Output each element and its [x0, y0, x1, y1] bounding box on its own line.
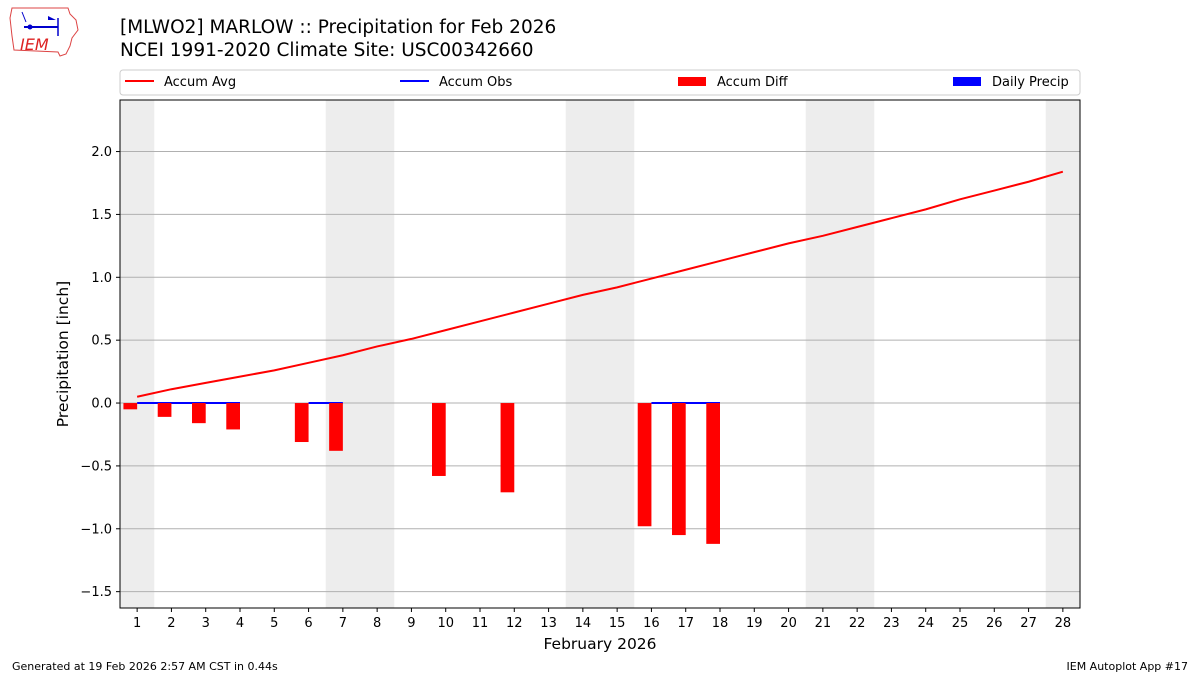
x-tick-label: 11 [472, 616, 489, 631]
bar-accum-diff [226, 403, 240, 430]
weekend-shade [1045, 100, 1080, 608]
legend-label: Accum Obs [439, 75, 512, 90]
bar-accum-diff [637, 403, 652, 527]
bar-accum-diff [329, 403, 343, 451]
x-tick-label: 26 [986, 616, 1003, 631]
y-tick-label: 1.0 [91, 271, 112, 286]
x-tick-label: 28 [1055, 616, 1072, 631]
x-tick-label: 5 [270, 616, 278, 631]
weekend-shade [565, 100, 635, 608]
legend-swatch [953, 77, 981, 86]
x-tick-label: 17 [677, 616, 694, 631]
x-tick-label: 13 [540, 616, 557, 631]
y-tick-label: 0.5 [91, 334, 112, 349]
weekend-shade [325, 100, 395, 608]
x-tick-label: 7 [339, 616, 347, 631]
weekend-shade [120, 100, 155, 608]
legend-swatch [678, 77, 706, 86]
bar-accum-diff [123, 403, 138, 410]
x-tick-label: 14 [575, 616, 592, 631]
x-tick-label: 16 [643, 616, 660, 631]
bar-accum-diff [500, 403, 515, 493]
x-tick-label: 1 [133, 616, 141, 631]
bar-accum-diff [157, 403, 172, 417]
bar-accum-diff [294, 403, 309, 443]
y-tick-label: 2.0 [91, 145, 112, 160]
legend-label: Accum Avg [164, 75, 236, 90]
bar-accum-diff [706, 403, 720, 544]
y-tick-label: −1.0 [80, 522, 112, 537]
x-tick-label: 24 [917, 616, 934, 631]
legend-label: Accum Diff [717, 75, 789, 90]
bar-accum-diff [192, 403, 206, 424]
x-tick-label: 10 [437, 616, 454, 631]
chart-subtitle: NCEI 1991-2020 Climate Site: USC00342660 [120, 40, 534, 61]
x-tick-label: 6 [304, 616, 312, 631]
x-tick-label: 3 [202, 616, 210, 631]
y-tick-label: −0.5 [80, 459, 112, 474]
footer-generated: Generated at 19 Feb 2026 2:57 AM CST in … [12, 660, 278, 673]
x-axis-label: February 2026 [543, 635, 656, 653]
legend-label: Daily Precip [992, 75, 1069, 90]
x-tick-label: 12 [506, 616, 523, 631]
x-tick-label: 20 [780, 616, 797, 631]
x-tick-label: 25 [952, 616, 969, 631]
footer-app: IEM Autoplot App #17 [1066, 660, 1189, 673]
plot-frame [119, 99, 1081, 609]
x-tick-label: 9 [407, 616, 415, 631]
x-tick-label: 19 [746, 616, 763, 631]
y-axis-label: Precipitation [inch] [54, 281, 72, 427]
y-tick-label: −1.5 [80, 585, 112, 600]
x-tick-label: 23 [883, 616, 900, 631]
x-tick-label: 27 [1020, 616, 1037, 631]
x-tick-label: 8 [373, 616, 381, 631]
x-tick-label: 15 [609, 616, 626, 631]
iem-logo: IEM [9, 7, 79, 57]
chart-title: [MLWO2] MARLOW :: Precipitation for Feb … [120, 17, 557, 38]
logo-text: IEM [20, 35, 49, 54]
y-tick-label: 1.5 [91, 208, 112, 223]
bar-accum-diff [672, 403, 686, 536]
y-tick-label: 0.0 [91, 397, 112, 412]
line-accum-avg [136, 170, 1064, 398]
legend-box [119, 69, 1081, 96]
x-tick-label: 22 [849, 616, 866, 631]
weekend-shade [805, 100, 875, 608]
bar-accum-diff [432, 403, 446, 476]
x-tick-label: 18 [712, 616, 729, 631]
x-tick-label: 2 [167, 616, 175, 631]
x-tick-label: 4 [236, 616, 244, 631]
x-tick-label: 21 [815, 616, 832, 631]
